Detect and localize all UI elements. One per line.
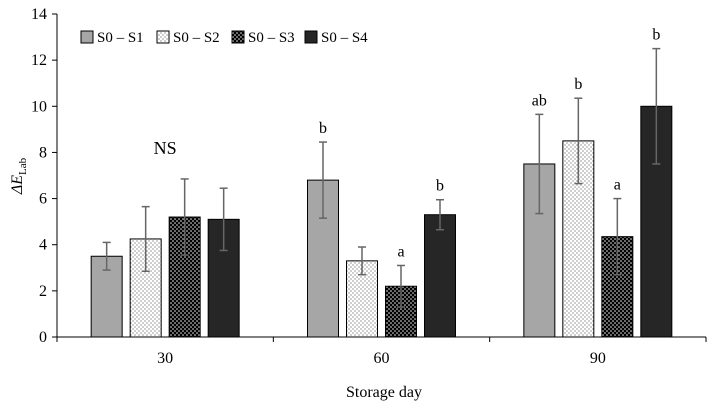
y-axis-ticks: 0 2 4 6 8 10 12 14 (31, 6, 57, 346)
legend-swatch-3 (231, 30, 245, 44)
y-axis-title: ΔELab (9, 157, 29, 195)
bar-series (90, 105, 673, 338)
y-tick-label: 2 (39, 283, 47, 300)
legend-swatch-1 (80, 30, 94, 44)
legend-label-4: S0 – S4 (321, 30, 368, 46)
legend-label-3: S0 – S3 (248, 30, 295, 46)
y-tick-label: 14 (31, 6, 47, 23)
y-tick-label: 10 (31, 98, 47, 115)
y-tick-label: 4 (39, 237, 47, 254)
x-tick-label: 30 (157, 350, 173, 367)
x-tick-label: 90 (590, 350, 606, 367)
y-axis-title-main: ΔE (9, 175, 26, 195)
significance-label: ab (532, 92, 547, 109)
error-bars (102, 47, 661, 308)
ns-annotation: NS (154, 138, 177, 158)
y-tick-label: 6 (39, 191, 47, 208)
legend-label-1: S0 – S1 (97, 30, 144, 46)
significance-label: b (436, 178, 444, 195)
significance-label: b (652, 27, 660, 44)
legend-swatch-2 (156, 30, 170, 44)
significance-label: b (319, 120, 327, 137)
x-axis-ticks: 30 60 90 (56, 337, 707, 367)
y-tick-label: 0 (39, 329, 47, 346)
x-tick-label: 60 (374, 350, 390, 367)
y-axis-title-subscript: Lab (17, 157, 29, 175)
chart-annotations: NS (154, 138, 177, 158)
legend-label-2: S0 – S2 (173, 30, 220, 46)
y-tick-label: 8 (39, 144, 47, 161)
bar-4-60 (424, 214, 456, 338)
y-tick-label: 12 (31, 52, 47, 69)
chart-legend: S0 – S1 S0 – S2 S0 – S3 S0 – S4 (80, 30, 368, 46)
significance-label: b (574, 76, 582, 93)
significance-label: a (614, 177, 621, 194)
significance-label: a (397, 243, 404, 260)
bar-1-30 (90, 255, 123, 338)
legend-swatch-4 (304, 30, 318, 44)
x-axis-title: Storage day (346, 384, 422, 401)
